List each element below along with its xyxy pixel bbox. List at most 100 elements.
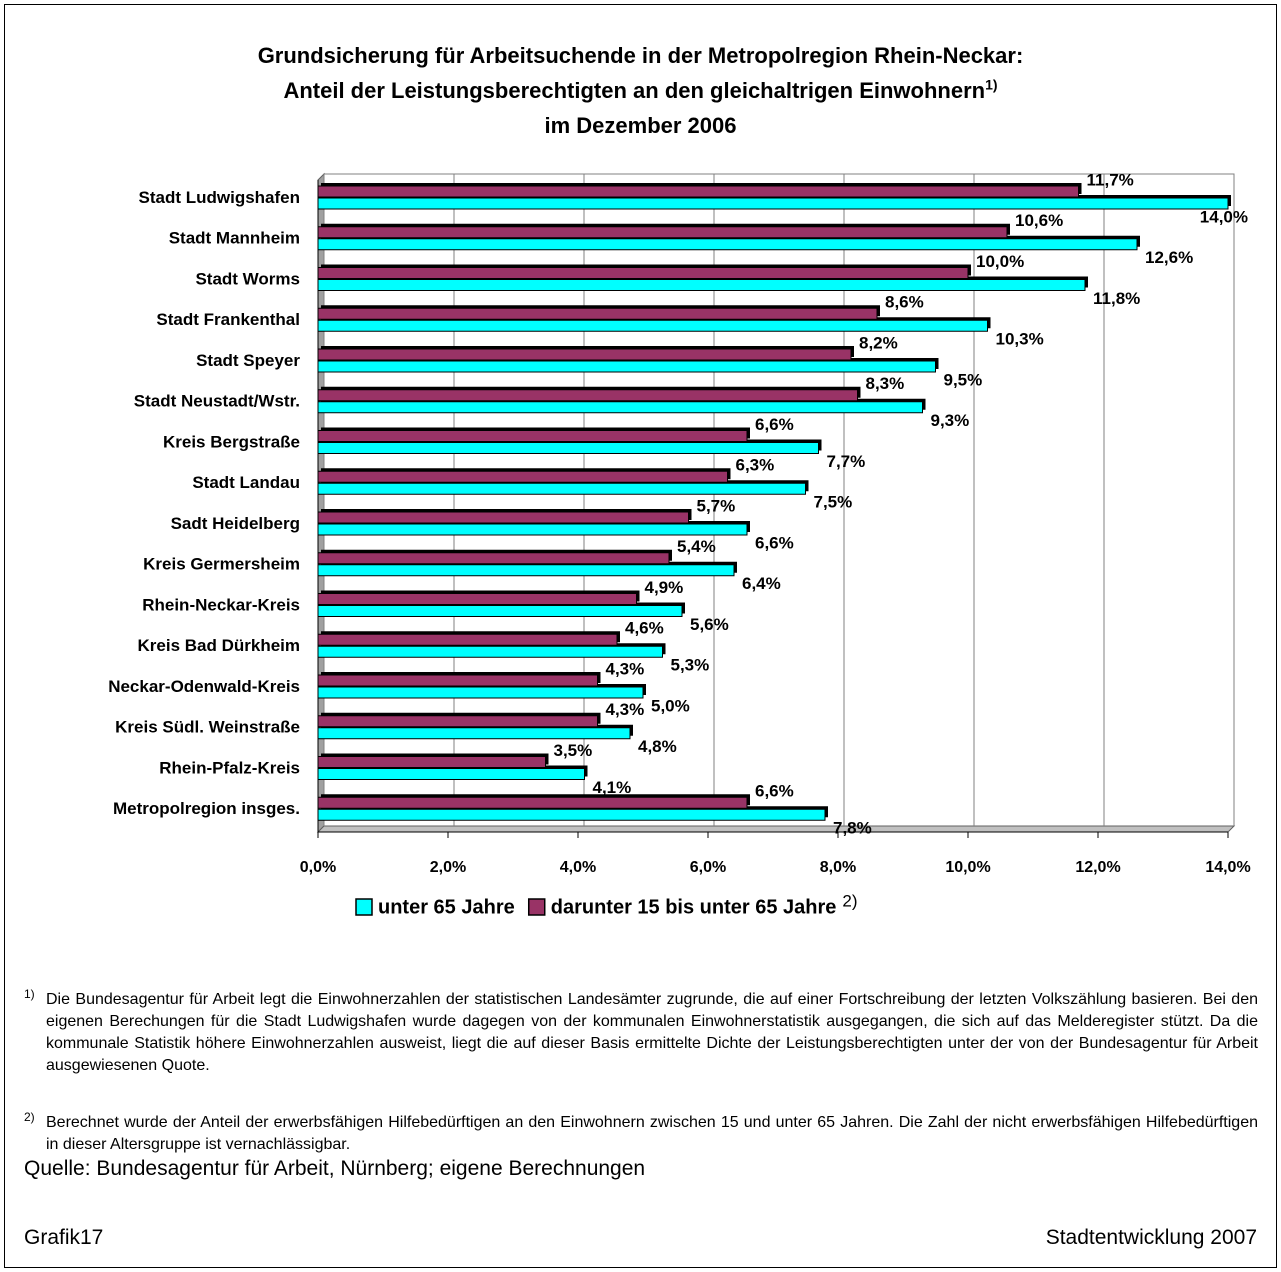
bar bbox=[317, 552, 670, 565]
footnote-marker: 2) bbox=[24, 1110, 35, 1124]
value-label: 8,3% bbox=[866, 374, 905, 393]
bar bbox=[317, 197, 1229, 210]
bar bbox=[317, 645, 663, 658]
bar bbox=[317, 279, 1086, 291]
value-label: 6,3% bbox=[736, 456, 775, 475]
x-tick-label: 12,0% bbox=[1075, 859, 1120, 876]
y-tick-label: Stadt Mannheim bbox=[169, 229, 300, 248]
value-label: 8,6% bbox=[885, 293, 924, 312]
y-tick-label: Stadt Speyer bbox=[196, 351, 300, 370]
value-label: 4,1% bbox=[593, 778, 632, 797]
title-line: im Dezember 2006 bbox=[544, 113, 737, 138]
value-label: 4,8% bbox=[638, 737, 677, 756]
value-label: 3,5% bbox=[554, 741, 593, 760]
footnote: 1) Die Bundesagentur für Arbeit legt die … bbox=[24, 987, 1258, 1077]
x-tick-label: 2,0% bbox=[430, 859, 466, 876]
bar bbox=[317, 593, 637, 605]
value-label: 8,2% bbox=[859, 333, 898, 352]
footer-right: Stadtentwicklung 2007 bbox=[1045, 1226, 1257, 1249]
bar bbox=[317, 633, 618, 646]
bar bbox=[317, 482, 806, 495]
y-tick-label: Stadt Frankenthal bbox=[156, 310, 300, 329]
bar bbox=[317, 768, 585, 780]
value-label: 5,3% bbox=[671, 656, 710, 675]
value-label: 10,3% bbox=[996, 330, 1044, 349]
bar bbox=[317, 319, 988, 332]
bar bbox=[317, 430, 748, 442]
x-tick-label: 4,0% bbox=[560, 859, 596, 876]
bar bbox=[317, 756, 546, 768]
title-line: Grundsicherung für Arbeitsuchende in der… bbox=[257, 43, 1024, 68]
bar bbox=[317, 238, 1138, 251]
legend-label: unter 65 Jahre bbox=[378, 896, 515, 918]
bar bbox=[317, 715, 598, 728]
value-label: 5,6% bbox=[690, 615, 729, 634]
x-tick-label: 14,0% bbox=[1205, 859, 1250, 876]
bar bbox=[317, 727, 631, 740]
bar bbox=[317, 185, 1079, 198]
y-tick-label: Kreis Südl. Weinstraße bbox=[115, 718, 300, 737]
y-tick-label: Kreis Germersheim bbox=[143, 555, 300, 574]
bar bbox=[317, 389, 858, 402]
value-label: 7,5% bbox=[814, 493, 853, 512]
bar bbox=[317, 564, 735, 577]
value-label: 6,6% bbox=[755, 415, 794, 434]
y-tick-label: Stadt Ludwigshafen bbox=[139, 188, 301, 207]
source: Quelle: Bundesagentur für Arbeit, Nürnbe… bbox=[24, 1157, 646, 1180]
x-tick-label: 6,0% bbox=[690, 859, 726, 876]
y-tick-label: Neckar-Odenwald-Kreis bbox=[108, 677, 300, 696]
value-label: 9,3% bbox=[931, 411, 970, 430]
legend-swatch bbox=[527, 898, 546, 916]
title-line: Anteil der Leistungsberechtigten an den … bbox=[283, 78, 986, 103]
bar bbox=[317, 226, 1008, 239]
y-tick-label: Sadt Heidelberg bbox=[171, 514, 300, 533]
value-label: 11,8% bbox=[1093, 289, 1140, 308]
title-line-wrap: Anteil der Leistungsberechtigten an den … bbox=[0, 73, 1281, 108]
value-label: 7,7% bbox=[827, 452, 866, 471]
bar bbox=[317, 511, 689, 524]
value-label: 5,4% bbox=[677, 537, 716, 556]
bar bbox=[317, 686, 644, 699]
bar bbox=[317, 267, 969, 279]
bar bbox=[317, 348, 852, 361]
bar bbox=[317, 605, 683, 617]
frame bbox=[4, 4, 1277, 1268]
chart: 0,0% 2,0% 4,0% 6,0% 8,0% 10,0% 12,0% 14,0% Stadt… bbox=[108, 170, 1250, 918]
value-label: 7,8% bbox=[833, 819, 872, 838]
footnote-marker: 1) bbox=[24, 987, 35, 1001]
y-tick-label: Metropolregion insges. bbox=[113, 799, 300, 818]
chart-title: Grundsicherung für Arbeitsuchende in der… bbox=[0, 38, 1281, 143]
legend-superscript: 2) bbox=[842, 891, 857, 910]
value-label: 10,0% bbox=[976, 252, 1024, 271]
bar bbox=[317, 674, 598, 687]
bar bbox=[317, 523, 748, 536]
y-tick-label: Rhein-Neckar-Kreis bbox=[142, 595, 300, 614]
value-label: 5,7% bbox=[697, 496, 736, 515]
x-tick-label: 0,0% bbox=[300, 859, 336, 876]
footnote-text: Berechnet wurde der Anteil der erwerbsfä… bbox=[46, 1114, 1258, 1153]
bar bbox=[317, 360, 936, 373]
value-label: 14,0% bbox=[1200, 207, 1248, 226]
bar bbox=[317, 796, 748, 809]
floor bbox=[316, 825, 1236, 833]
y-tick-label: Rhein-Pfalz-Kreis bbox=[159, 758, 300, 777]
bar bbox=[317, 442, 819, 454]
y-tick-label: Kreis Bergstraße bbox=[163, 432, 300, 451]
title-superscript: 1) bbox=[985, 76, 998, 93]
bar bbox=[317, 470, 728, 483]
value-label: 4,3% bbox=[606, 659, 645, 678]
value-label: 6,6% bbox=[755, 533, 794, 552]
y-tick-label: Stadt Neustadt/Wstr. bbox=[134, 392, 300, 411]
y-tick-label: Stadt Landau bbox=[192, 473, 300, 492]
bar bbox=[317, 808, 826, 821]
value-label: 10,6% bbox=[1015, 211, 1063, 230]
legend-label: darunter 15 bis unter 65 Jahre bbox=[551, 896, 837, 918]
x-tick-label: 10,0% bbox=[945, 859, 990, 876]
footnote: 2) Berechnet wurde der Anteil der erwerbs… bbox=[24, 1110, 1258, 1156]
bar bbox=[317, 401, 923, 414]
legend-swatch bbox=[355, 898, 373, 916]
y-tick-label: Kreis Bad Dürkheim bbox=[138, 636, 301, 655]
value-label: 4,3% bbox=[606, 700, 645, 719]
bar bbox=[317, 307, 878, 320]
